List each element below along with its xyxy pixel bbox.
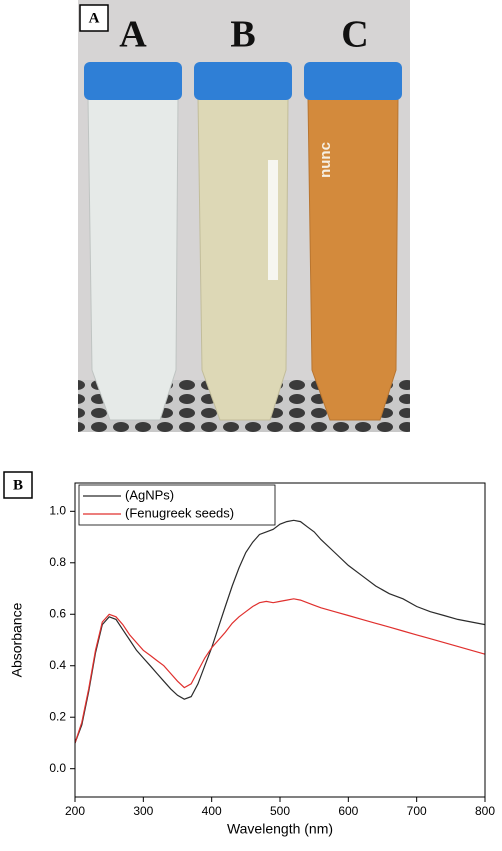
y-axis-label: Absorbance (9, 602, 25, 677)
plot: 0.0 0.2 0.4 0.6 0.8 1.0 200 300 400 500 600 700 800 (… (49, 482, 495, 818)
tube-label: A (119, 14, 147, 56)
x-tick-label: 500 (270, 804, 290, 818)
tube-label: B (230, 14, 255, 56)
y-tick-label: 0.8 (49, 555, 66, 569)
series-line (74, 519, 486, 744)
panel-label: B (13, 477, 23, 493)
panel-label: A (89, 10, 100, 26)
tube-label: C (341, 14, 368, 56)
tube-brand: nunc (317, 142, 334, 178)
y-tick-label: 0.0 (49, 761, 66, 775)
x-tick-label: 600 (338, 804, 358, 818)
x-tick-label: 700 (407, 804, 427, 818)
plot-frame (74, 482, 486, 798)
x-tick-label: 200 (65, 804, 85, 818)
x-tick-label: 800 (475, 804, 495, 818)
y-tick-label: 0.2 (49, 709, 66, 723)
x-tick-label: 400 (202, 804, 222, 818)
y-tick-label: 1.0 (49, 503, 66, 517)
series-line (74, 598, 486, 744)
y-tick-label: 0.4 (49, 658, 66, 672)
x-axis-label: Wavelength (nm) (227, 821, 333, 837)
legend-label: (AgNPs) (125, 487, 174, 502)
legend-label: (Fenugreek seeds) (125, 505, 234, 520)
x-tick-label: 300 (133, 804, 153, 818)
y-tick-label: 0.6 (49, 606, 66, 620)
legend-box (78, 484, 276, 526)
photo: nunc A B C A (78, 0, 410, 432)
